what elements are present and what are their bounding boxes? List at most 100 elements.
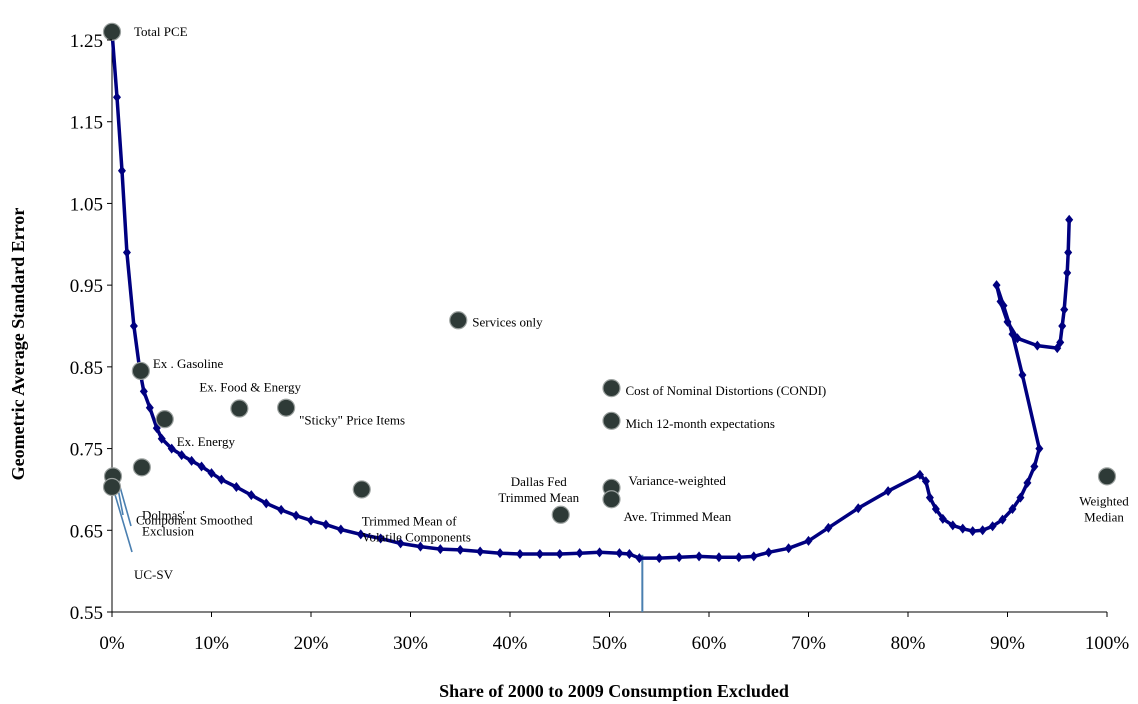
- series-marker: [157, 433, 166, 444]
- series-marker: [1035, 443, 1044, 454]
- annotation-label: Component Smoothed: [136, 512, 253, 527]
- annotation-label-line: Dallas Fed: [511, 474, 567, 489]
- annotation-point: [602, 411, 621, 430]
- annotation-point: [551, 505, 570, 524]
- series-marker: [139, 386, 148, 397]
- annotation-label-line: Dolmas': [142, 507, 185, 522]
- plot-lines: [110, 31, 1107, 613]
- annotation-point: [277, 398, 296, 417]
- tick-labels: 0.55 0.65 0.75 0.85 0.95 1.05 1.15 1.25 0% 10% 20%…: [70, 31, 1130, 654]
- y-tick-label: 1.05: [70, 194, 103, 215]
- y-tick-label: 0.55: [70, 603, 103, 624]
- series-marker: [1064, 247, 1073, 258]
- series-marker: [804, 535, 813, 546]
- series-marker: [695, 551, 704, 562]
- series-marker: [145, 402, 154, 413]
- annotation-labels: Total PCE Ex . Gasoline Ex. Food & Energy "…: [134, 24, 1129, 582]
- series-marker: [784, 543, 793, 554]
- x-tick-label: 90%: [990, 633, 1025, 654]
- x-tick-label: 50%: [592, 633, 627, 654]
- annotation-label-line: Volatile Components: [362, 529, 471, 544]
- series-marker: [1016, 492, 1025, 503]
- annotation-point: [449, 311, 468, 330]
- annotation-label-line: Median: [1084, 509, 1124, 524]
- x-axis-title: Share of 2000 to 2009 Consumption Exclud…: [439, 681, 789, 701]
- annotation-label: Dolmas' Exclusion: [142, 507, 194, 538]
- annotation-point: [131, 361, 150, 381]
- annotation-label: Cost of Nominal Distortions (CONDI): [625, 383, 826, 398]
- series-marker: [1058, 321, 1067, 331]
- annotation-point: [1097, 467, 1117, 486]
- series-marker: [277, 504, 286, 515]
- series-marker: [122, 247, 131, 258]
- series-marker: [988, 521, 997, 532]
- annotation-point: [602, 379, 621, 398]
- series-marker: [1018, 370, 1027, 381]
- annotation-label-line: Trimmed Mean of: [362, 513, 458, 528]
- points: [102, 22, 1117, 524]
- x-tick-label: 0%: [99, 633, 125, 654]
- series-marker: [292, 510, 301, 521]
- annotation-point: [132, 458, 151, 477]
- annotation-label: Dallas Fed Trimmed Mean: [498, 474, 579, 505]
- annotation-point: [602, 490, 621, 509]
- series-marker: [416, 541, 425, 552]
- series-marker: [247, 490, 256, 501]
- x-tick-label: 10%: [194, 633, 229, 654]
- series-marker: [1060, 304, 1069, 315]
- annotation-label-line: Weighted: [1079, 493, 1129, 508]
- series-marker: [307, 515, 315, 526]
- series-marker: [1008, 504, 1017, 515]
- series-marker: [336, 524, 345, 535]
- series-marker: [968, 526, 977, 537]
- series-marker: [1063, 267, 1072, 278]
- annotation-point: [230, 399, 249, 418]
- series-marker: [376, 533, 385, 544]
- series-marker: [197, 461, 206, 472]
- series-marker: [356, 529, 365, 540]
- annotation-label: Weighted Median: [1079, 493, 1129, 524]
- series-marker: [615, 548, 624, 559]
- annotation-label-line: Exclusion: [142, 523, 194, 538]
- series-marker: [854, 503, 863, 514]
- series-marker: [958, 523, 967, 534]
- series-marker: [1013, 333, 1022, 344]
- series-marker: [948, 520, 957, 531]
- series-marker: [998, 514, 1007, 525]
- y-tick-label: 0.85: [70, 358, 103, 379]
- annotation-label: Ex. Energy: [177, 434, 236, 449]
- series-marker: [655, 553, 664, 564]
- series-marker: [117, 165, 126, 176]
- series-marker: [824, 522, 833, 533]
- series-marker: [1030, 461, 1039, 472]
- annotation-point: [155, 410, 174, 429]
- series-marker: [921, 476, 930, 487]
- series-marker: [635, 553, 644, 564]
- series-marker: [476, 546, 485, 557]
- series-marker: [625, 548, 634, 559]
- annotation-label: Trimmed Mean of Volatile Components: [362, 513, 471, 544]
- series-marker: [1033, 340, 1042, 351]
- series-marker: [129, 321, 138, 331]
- x-tick-label: 70%: [791, 633, 826, 654]
- series-marker: [749, 551, 758, 562]
- annotation-label: Variance-weighted: [628, 473, 726, 488]
- series-marker: [167, 443, 176, 454]
- annotation-point: [352, 480, 371, 499]
- annotation-label: Total PCE: [134, 24, 188, 39]
- annotation-label: Ave. Trimmed Mean: [623, 509, 731, 524]
- annotation-label: UC-SV: [134, 567, 174, 582]
- series-marker: [1003, 316, 1012, 327]
- y-tick-label: 0.65: [70, 521, 103, 542]
- series-marker: [938, 513, 947, 524]
- series-marker: [535, 548, 544, 559]
- series-marker: [207, 468, 216, 479]
- y-tick-label: 1.15: [70, 113, 103, 134]
- annotation-label: Mich 12-month expectations: [625, 416, 774, 431]
- x-tick-label: 80%: [891, 633, 926, 654]
- series-marker: [884, 486, 893, 497]
- x-tick-label: 60%: [692, 633, 727, 654]
- y-axis-title: Geometric Average Standard Error: [8, 208, 28, 481]
- series-marker: [112, 92, 121, 103]
